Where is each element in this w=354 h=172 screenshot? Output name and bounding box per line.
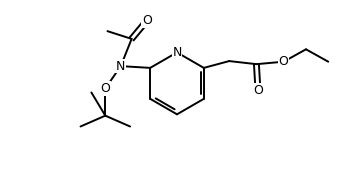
Text: O: O xyxy=(253,84,263,97)
Text: O: O xyxy=(142,14,152,27)
Text: O: O xyxy=(279,55,289,68)
Text: N: N xyxy=(172,46,182,59)
Text: N: N xyxy=(116,60,125,73)
Text: O: O xyxy=(101,82,110,95)
